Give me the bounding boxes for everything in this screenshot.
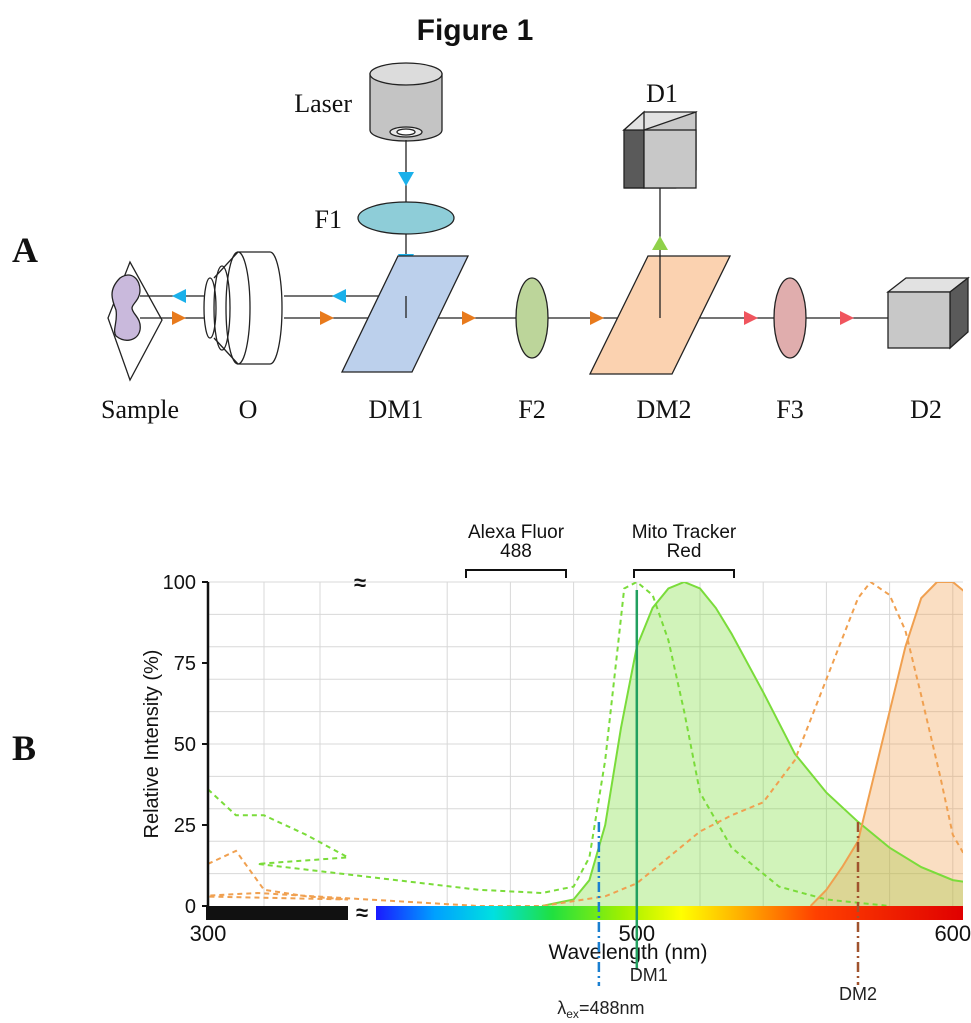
top-axis-break-symbol: ≈ (354, 570, 366, 595)
dm1-mirror (340, 255, 470, 373)
group-bracket-0 (465, 569, 567, 578)
emission-arrow-4 (590, 311, 604, 325)
dm2-label: DM2 (637, 395, 692, 424)
d1-label: D1 (646, 79, 678, 108)
panel-a: A Laser F1 Sample (12, 62, 970, 424)
y-tick-label: 50 (174, 734, 196, 756)
x-axis-spectrum-bar (376, 906, 963, 920)
y-tick-label: 100 (163, 572, 196, 594)
x-axis-black-segment (206, 906, 348, 920)
f1-filter (357, 201, 455, 235)
dm1-label: DM1 (369, 395, 424, 424)
marker-label-0: λex=488nm (557, 998, 644, 1021)
series-line-3 (809, 582, 963, 906)
plot-lines (208, 582, 963, 906)
x-tick-label: 600 (934, 921, 971, 946)
d2-label: D2 (910, 395, 942, 424)
f3-filter (773, 277, 807, 359)
group-label-line1-1: Mito Tracker (632, 522, 737, 543)
y-axis-label: Relative Intensity (%) (141, 650, 163, 839)
figure-title: Figure 1 (417, 14, 534, 47)
series-fill-3 (810, 582, 963, 906)
x-axis-label: Wavelength (nm) (548, 941, 707, 964)
emission-arrow-3 (462, 311, 476, 325)
y-ticks: 0 25 50 75 100 (163, 572, 208, 918)
f2-label: F2 (518, 395, 545, 424)
y-tick-label: 75 (174, 653, 196, 675)
objective-lens (203, 251, 283, 365)
y-tick-label: 25 (174, 815, 196, 837)
d1-detector (622, 110, 698, 189)
f1-label: F1 (315, 205, 342, 234)
objective-label: O (239, 395, 258, 424)
marker-label-1: DM1 (630, 965, 668, 985)
marker-label-2: DM2 (839, 984, 877, 1004)
laser-cylinder (369, 62, 443, 142)
d2-detector (886, 276, 970, 350)
group-label-line2-1: Red (667, 541, 702, 562)
series-line-1 (541, 582, 963, 906)
y-tick-label: 0 (185, 896, 196, 918)
sample-specimen (111, 274, 141, 341)
x-tick-label: 300 (190, 921, 227, 946)
excitation-arrow-4 (172, 289, 186, 303)
emission-arrow-2 (172, 311, 186, 325)
laser-label: Laser (294, 89, 352, 118)
x-axis-break-symbol: ≈ (356, 900, 368, 925)
f3-label: F3 (776, 395, 803, 424)
marker-lines: λex=488nm DM1 DM2 (557, 590, 877, 1021)
group-label-line1-0: Alexa Fluor (468, 522, 565, 543)
emission-arrow-red-2 (840, 311, 854, 325)
excitation-arrow-1 (398, 172, 414, 186)
panel-b-letter: B (12, 728, 36, 768)
emission-arrow-1 (320, 311, 334, 325)
emission-arrow-green (652, 236, 668, 250)
group-bracket-1 (633, 569, 735, 578)
series-line-2 (208, 582, 963, 906)
f2-filter (515, 277, 549, 359)
series-line-0 (208, 582, 890, 906)
panel-a-letter: A (12, 230, 38, 270)
emission-arrow-red-1 (744, 311, 758, 325)
group-label-line2-0: 488 (500, 541, 532, 562)
sample-label: Sample (101, 395, 179, 424)
excitation-arrow-3 (332, 289, 346, 303)
